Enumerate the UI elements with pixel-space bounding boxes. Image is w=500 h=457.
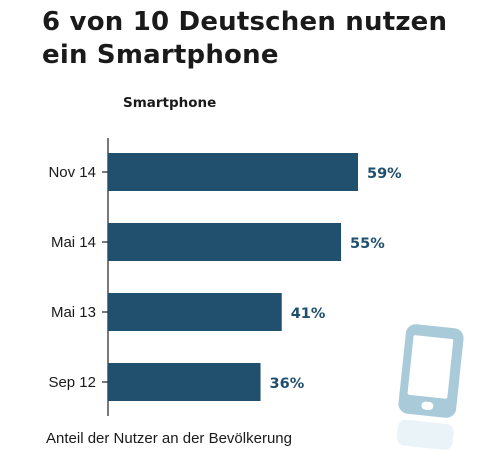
- value-label: 55%: [350, 236, 385, 252]
- category-label: Mai 13: [51, 304, 96, 321]
- value-label: 36%: [270, 376, 305, 392]
- series-label: Smartphone: [123, 95, 217, 111]
- category-label: Mai 14: [51, 234, 96, 251]
- smartphone-icon: [396, 324, 464, 450]
- chart-title: 6 von 10 Deutschen nutzen ein Smartphone: [42, 6, 447, 72]
- footnote: Anteil der Nutzer an der Bevölkerung: [46, 430, 292, 447]
- title-line-1: 6 von 10 Deutschen nutzen: [42, 7, 448, 37]
- value-label: 59%: [367, 166, 402, 182]
- bar: [108, 223, 342, 261]
- value-label: 41%: [291, 306, 326, 322]
- bar: [108, 153, 358, 191]
- bar: [108, 363, 261, 401]
- bar: [108, 293, 282, 331]
- title-line-2: ein Smartphone: [42, 40, 279, 70]
- category-label: Sep 12: [48, 374, 96, 391]
- category-label: Nov 14: [48, 164, 96, 181]
